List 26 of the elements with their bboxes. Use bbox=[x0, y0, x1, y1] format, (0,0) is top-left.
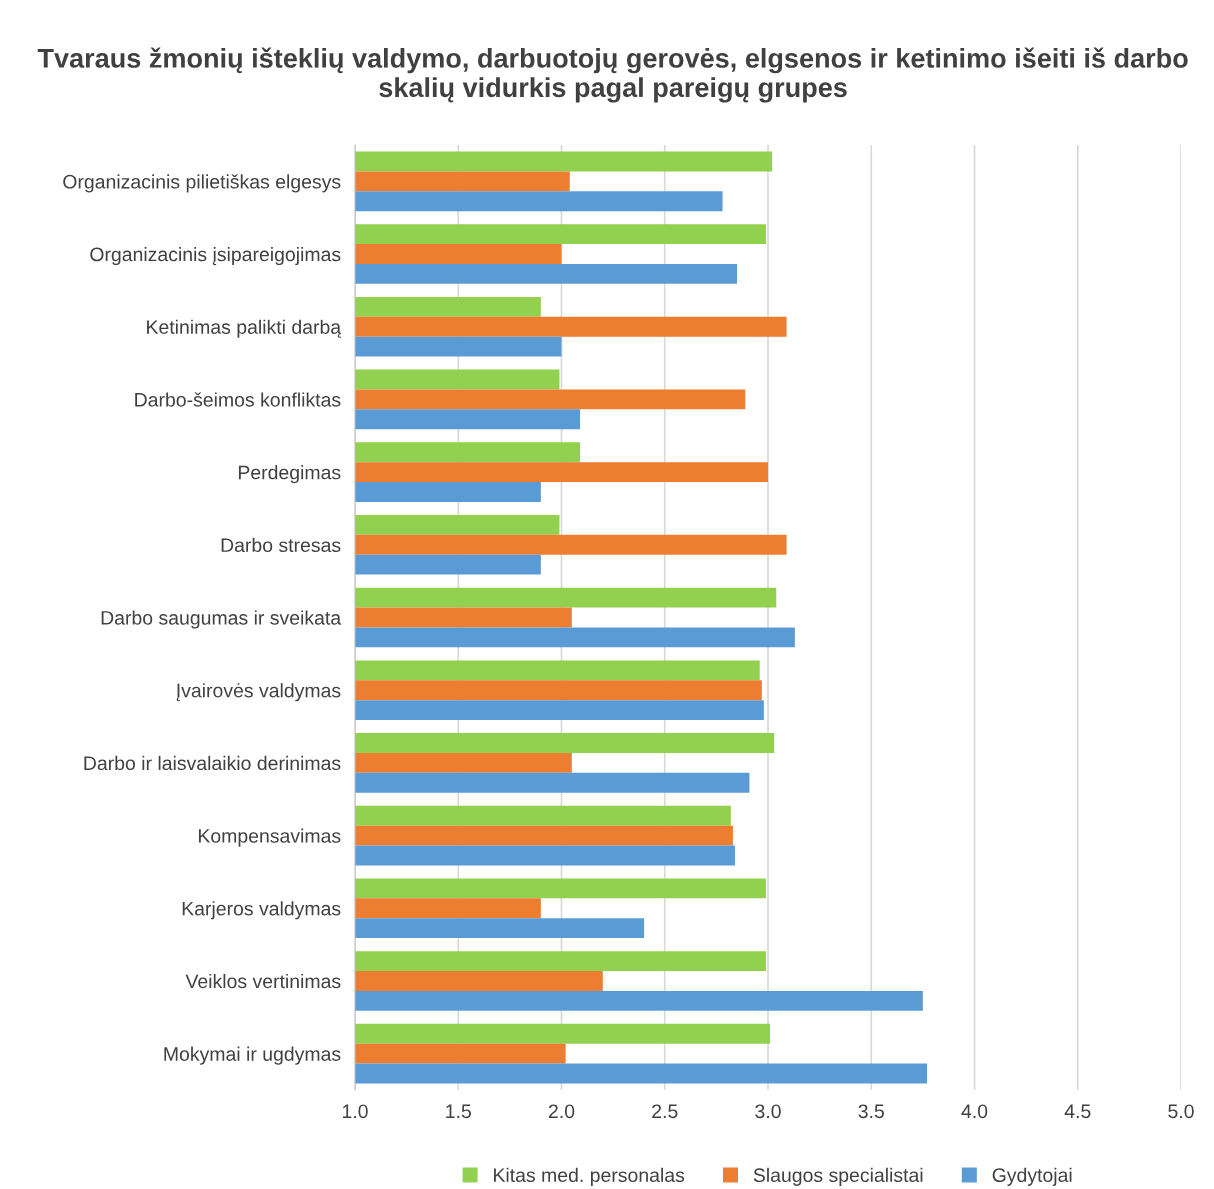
x-tick-label: 4.0 bbox=[961, 1104, 988, 1119]
chart-title: Tvaraus žmonių išteklių valdymo, darbuotojų gerovės, elgsenos ir ketinimo išeiti iš darbo skalių vidurkis pagal pareigų grupes bbox=[37, 47, 1188, 103]
legend-label: Kitas med. personalas bbox=[494, 1167, 685, 1186]
y-tick-label: Kompensavimas bbox=[198, 828, 341, 847]
x-tick-label: 3.0 bbox=[755, 1104, 781, 1119]
y-tick-label: Karjeros valdymas bbox=[182, 901, 341, 920]
x-tick-label: 3.5 bbox=[858, 1104, 884, 1119]
y-tick-label: Darbo stresas bbox=[221, 537, 341, 553]
x-tick-label: 1.5 bbox=[446, 1104, 471, 1119]
legend-label: Gydytojai bbox=[992, 1167, 1072, 1186]
x-tick-label: 2.0 bbox=[548, 1104, 575, 1119]
y-tick-label: Organizacinis įsipareigojimas bbox=[90, 246, 341, 266]
x-tick-label: 5.0 bbox=[1168, 1104, 1194, 1119]
y-tick-label: Veiklos vertinimas bbox=[185, 973, 341, 989]
y-tick-label: Ketinimas palikti darbą bbox=[147, 319, 342, 338]
y-tick-label: Įvairovės valdymas bbox=[176, 683, 341, 702]
y-tick-label: Perdegimas bbox=[238, 465, 341, 484]
legend-label: Slaugos specialistai bbox=[753, 1167, 923, 1186]
y-tick-label: Darbo-šeimos konfliktas bbox=[135, 392, 341, 407]
y-tick-label: Darbo ir laisvalaikio derinimas bbox=[84, 755, 341, 771]
x-tick-label: 4.5 bbox=[1064, 1104, 1091, 1119]
y-tick-label: Mokymai ir ugdymas bbox=[164, 1046, 341, 1065]
y-tick-label: Darbo saugumas ir sveikata bbox=[101, 610, 342, 629]
y-tick-label: Organizacinis pilietiškas elgesys bbox=[63, 174, 341, 193]
x-tick-label: 2.5 bbox=[652, 1104, 678, 1119]
x-tick-label: 1.0 bbox=[342, 1104, 368, 1119]
